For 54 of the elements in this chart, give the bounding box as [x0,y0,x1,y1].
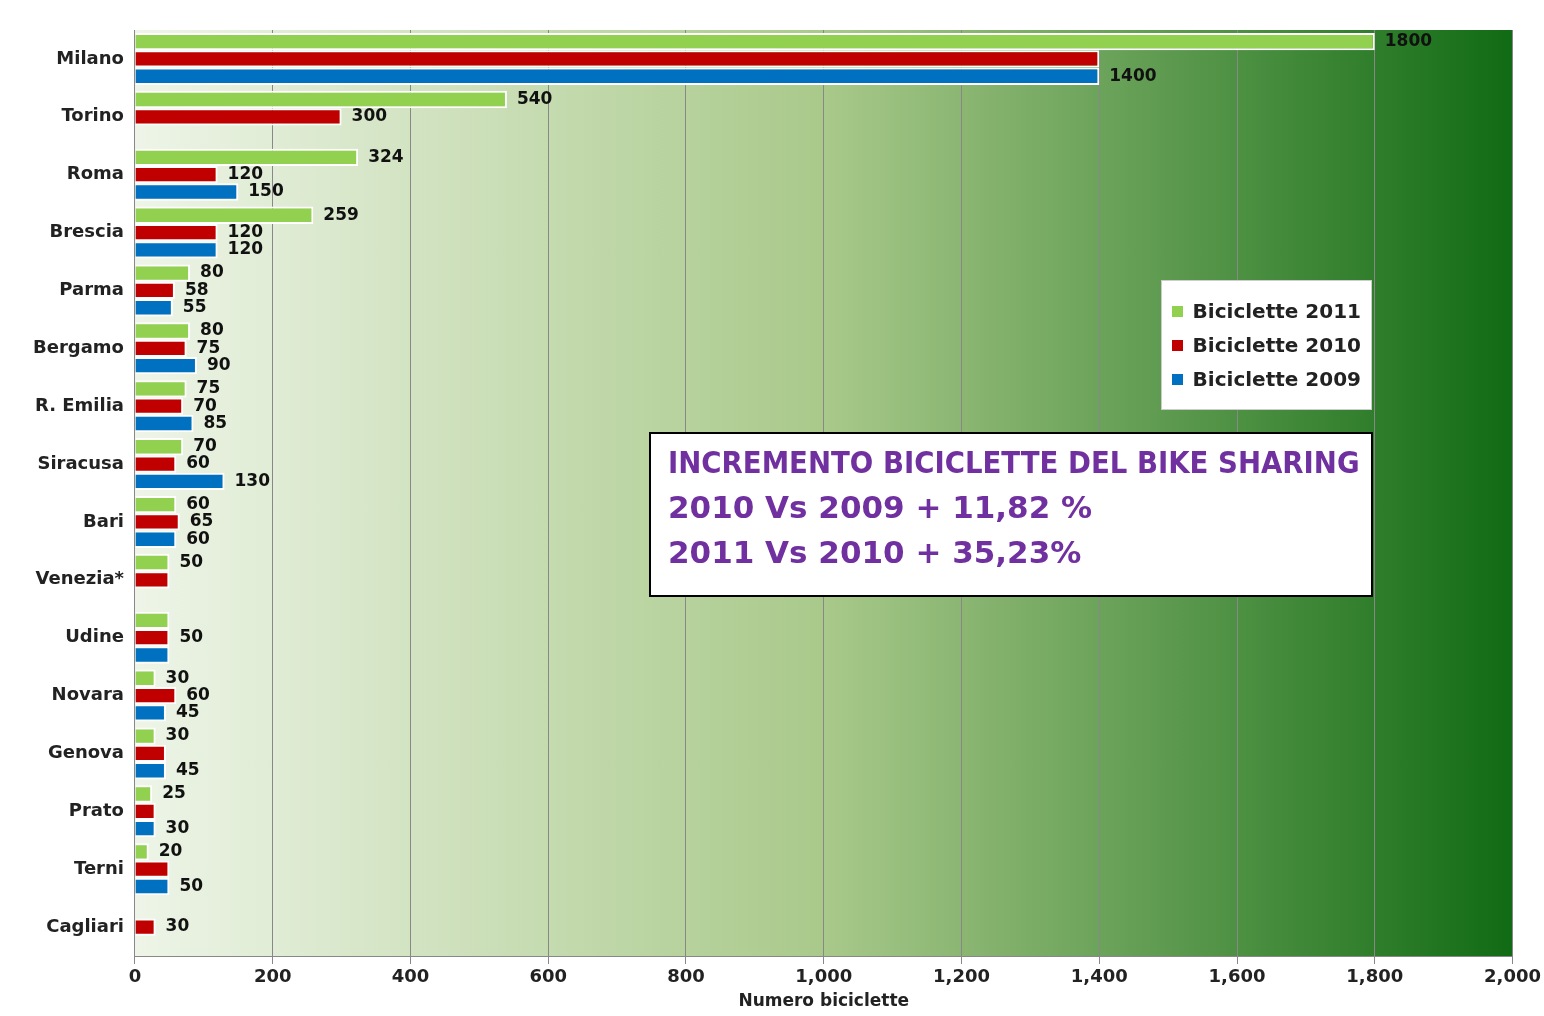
data-label: 50 [179,550,204,571]
y-tick-label: Terni [73,856,124,878]
data-label: 55 [182,296,207,317]
x-tick-label: 800 [667,965,705,987]
x-tick-label: 600 [529,965,568,987]
data-label: 130 [234,469,271,490]
y-tick-label: Bari [83,509,124,531]
data-label: 120 [227,238,264,259]
data-label: 300 [351,105,388,126]
data-label: 50 [179,874,204,895]
x-tick-label: 400 [391,965,430,987]
x-tick-label: 1,200 [933,965,990,987]
data-label: 45 [175,759,200,780]
data-label: 120 [227,220,264,241]
data-label: 1800 [1384,30,1433,50]
y-tick-label: Novara [51,683,124,705]
data-label: 1400 [1109,64,1157,85]
data-label: 30 [165,817,190,838]
x-tick-label: 2,000 [1484,965,1541,987]
y-tick-label: Udine [65,625,124,647]
legend-label: Biciclette 2009 [1192,367,1361,391]
y-tick-label: Venezia* [35,567,125,589]
data-label: 90 [206,354,231,375]
y-tick-label: Bergamo [32,335,124,357]
y-tick-label: Prato [68,798,124,820]
y-tick-label: R. Emilia [34,393,124,415]
data-label: 50 [179,626,204,647]
x-tick-label: 0 [128,965,142,987]
data-label: 30 [165,915,190,936]
y-tick-label: Torino [61,104,124,126]
y-tick-label: Genova [47,741,124,763]
data-label: 30 [165,724,190,745]
annotation: INCREMENTO BICICLETTE DEL BIKE SHARING 2010 Vs 2009 + 11,82 % 2011 Vs 2010 + 35,23% [668,444,1360,571]
data-label: 45 [175,701,200,722]
x-tick-label: 1,600 [1208,965,1266,987]
data-label: 540 [516,87,553,108]
x-tick-label: 1,800 [1346,965,1404,987]
y-tick-label: Cagliari [46,914,124,936]
data-label: 25 [162,782,186,803]
x-tick-label: 1,400 [1070,965,1128,987]
y-tick-label: Siracusa [37,451,124,473]
x-tick-label: 200 [253,965,292,987]
data-label: 20 [158,840,183,861]
data-label: 259 [323,203,359,224]
data-label: 60 [186,493,211,513]
x-tick-label: 1,000 [795,965,853,987]
y-tick-label: Parma [59,278,124,300]
y-tick-label: Roma [66,162,124,184]
data-label: 324 [368,145,404,166]
legend-label: Biciclette 2011 [1192,299,1361,323]
y-tick-label: Milano [56,46,124,68]
y-tick-label: Brescia [49,220,124,242]
legend-label: Biciclette 2010 [1192,333,1361,357]
x-axis-title: Numero biciclette [738,990,910,1011]
